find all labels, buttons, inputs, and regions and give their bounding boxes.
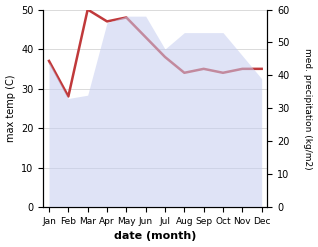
X-axis label: date (month): date (month) — [114, 231, 197, 242]
Y-axis label: max temp (C): max temp (C) — [5, 75, 16, 142]
Y-axis label: med. precipitation (kg/m2): med. precipitation (kg/m2) — [303, 48, 313, 169]
